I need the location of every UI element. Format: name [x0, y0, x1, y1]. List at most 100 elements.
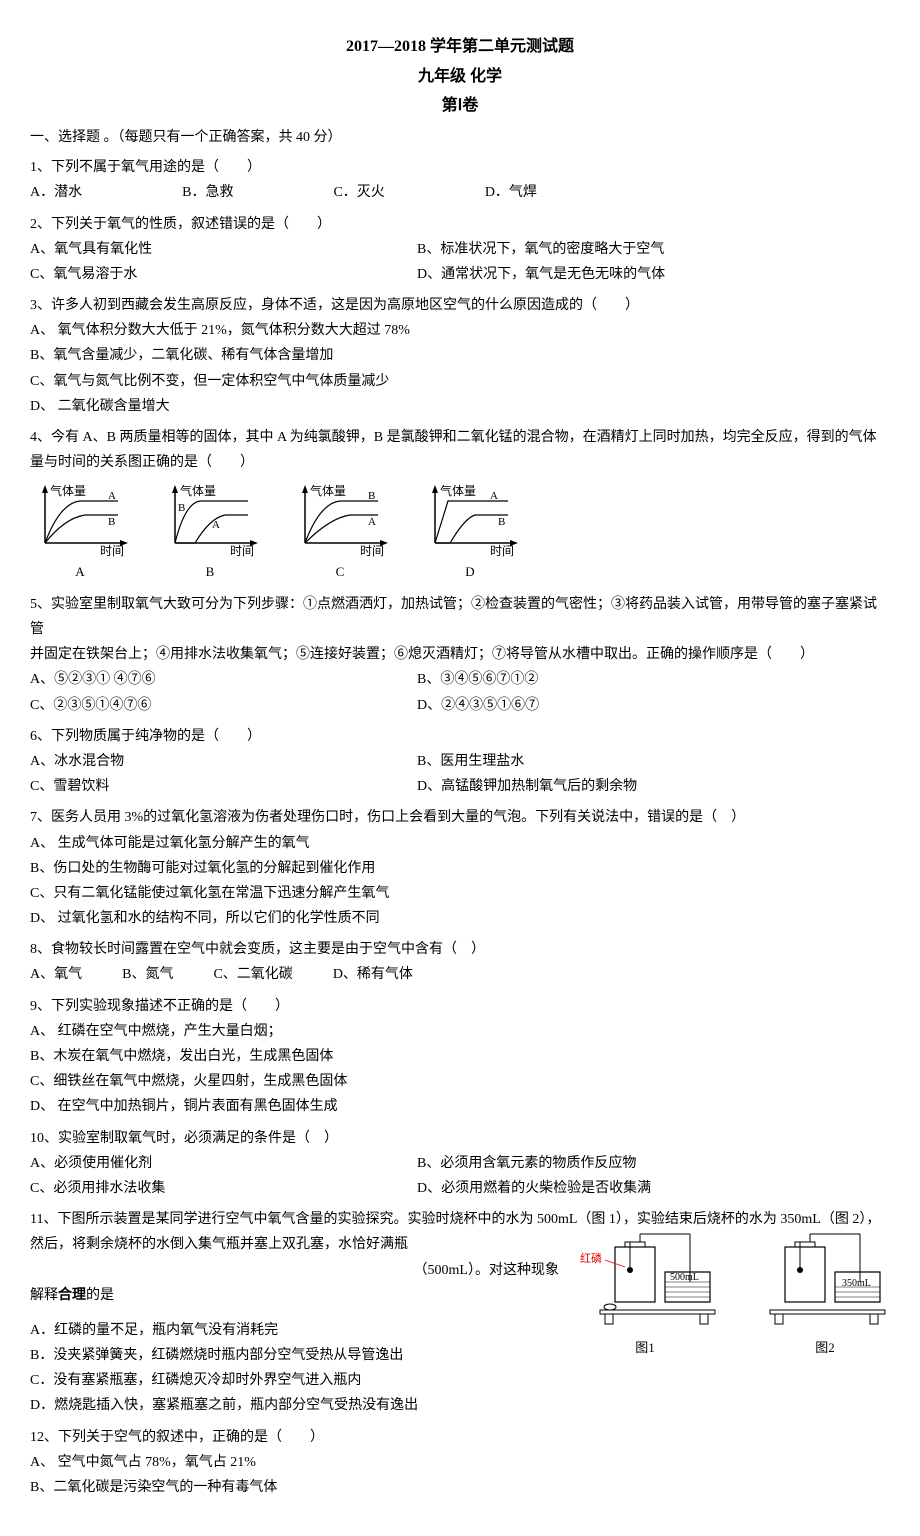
q12-b: B、二氧化碳是污染空气的一种有毒气体 [30, 1475, 890, 1500]
q9-d: D、 在空气中加热铜片，铜片表面有黑色固体生成 [30, 1094, 890, 1119]
q5-d: D、②④③⑤①⑥⑦ [417, 693, 804, 718]
q6-stem: 6、下列物质属于纯净物的是（ ） [30, 724, 890, 749]
svg-text:B: B [108, 516, 115, 528]
svg-text:350mL: 350mL [842, 1278, 871, 1289]
q3: 3、许多人初到西藏会发生高原反应，身体不适，这是因为高原地区空气的什么原因造成的… [30, 293, 890, 419]
q7-stem: 7、医务人员用 3%的过氧化氢溶液为伤者处理伤口时，伤口上会看到大量的气泡。下列… [30, 805, 890, 830]
q3-d: D、 二氧化碳含量增大 [30, 394, 890, 419]
svg-text:B: B [368, 490, 375, 502]
q5-stem1: 5、实验室里制取氧气大致可分为下列步骤：①点燃酒洒灯，加热试管；②检查装置的气密… [30, 592, 890, 642]
fig1-svg: 红磷 500mL [570, 1232, 720, 1332]
chart-d-svg: 气体量 A B 时间 [420, 483, 520, 558]
q3-a: A、 氧气体积分数大大低于 21%，氮气体积分数大大超过 78% [30, 318, 890, 343]
q9: 9、下列实验现象描述不正确的是（ ） A、 红磷在空气中燃烧，产生大量白烟； B… [30, 994, 890, 1120]
title-part: 第Ⅰ卷 [30, 93, 890, 119]
q5-a: A、⑤②③① ④⑦⑥ [30, 667, 417, 692]
q6-c: C、雪碧饮料 [30, 774, 417, 799]
q12: 12、下列关于空气的叙述中，正确的是（ ） A、 空气中氮气占 78%，氧气占 … [30, 1425, 890, 1501]
q1-d: D．气焊 [485, 180, 537, 205]
q1: 1、下列不属于氧气用途的是（ ） A．潜水 B．急救 C．灭火 D．气焊 [30, 155, 890, 205]
q1-c: C．灭火 [333, 180, 384, 205]
q2-d: D、通常状况下，氧气是无色无味的气体 [417, 262, 804, 287]
section-1-header: 一、选择题 。（每题只有一个正确答案，共 40 分） [30, 127, 890, 149]
q2-b: B、标准状况下，氧气的密度略大于空气 [417, 237, 804, 262]
q4-label-a: A [75, 560, 84, 583]
q7: 7、医务人员用 3%的过氧化氢溶液为伤者处理伤口时，伤口上会看到大量的气泡。下列… [30, 805, 890, 931]
svg-text:B: B [178, 502, 185, 514]
q4-label-b: B [206, 560, 215, 583]
q5-stem2: 并固定在铁架台上；④用排水法收集氧气；⑤连接好装置；⑥熄灭酒精灯；⑦将导管从水槽… [30, 642, 890, 667]
q11-fig2: 350mL 图2 [760, 1232, 890, 1359]
q4: 4、今有 A、B 两质量相等的固体，其中 A 为纯氯酸钾，B 是氯酸钾和二氧化锰… [30, 425, 890, 584]
q4-charts: 气体量 A B 时间 A 气体量 B A 时间 B [30, 483, 890, 583]
svg-text:时间: 时间 [360, 544, 384, 558]
q6: 6、下列物质属于纯净物的是（ ） A、冰水混合物 B、医用生理盐水 C、雪碧饮料… [30, 724, 890, 800]
q11-c: C．没有塞紧瓶塞，红磷熄灭冷却时外界空气进入瓶内 [30, 1368, 890, 1393]
q11-fig1: 红磷 500mL 图1 [570, 1232, 720, 1359]
q7-c: C、只有二氧化锰能使过氧化氢在常温下迅速分解产生氧气 [30, 881, 890, 906]
fig1-caption: 图1 [635, 1336, 655, 1359]
svg-text:时间: 时间 [490, 544, 514, 558]
q3-b: B、氧气含量减少，二氧化碳、稀有气体含量增加 [30, 343, 890, 368]
q10-stem: 10、实验室制取氧气时，必须满足的条件是（ ） [30, 1126, 890, 1151]
q4-chart-b: 气体量 B A 时间 B [160, 483, 260, 583]
q9-a: A、 红磷在空气中燃烧，产生大量白烟； [30, 1019, 890, 1044]
chart-c-svg: 气体量 B A 时间 [290, 483, 390, 558]
q5-b: B、③④⑤⑥⑦①② [417, 667, 804, 692]
q1-stem: 1、下列不属于氧气用途的是（ ） [30, 155, 890, 180]
q8: 8、食物较长时间露置在空气中就会变质，这主要是由于空气中含有（ ） A、氧气 B… [30, 937, 890, 987]
q2-c: C、氧气易溶于水 [30, 262, 417, 287]
svg-text:500mL: 500mL [670, 1272, 699, 1283]
q1-b: B．急救 [182, 180, 233, 205]
q4-stem2: 量与时间的关系图正确的是（ ） [30, 450, 890, 475]
q10-b: B、必须用含氧元素的物质作反应物 [417, 1151, 804, 1176]
q12-a: A、 空气中氮气占 78%，氧气占 21% [30, 1450, 890, 1475]
svg-text:A: A [108, 490, 116, 502]
q4-label-c: C [336, 560, 345, 583]
q4-chart-d: 气体量 A B 时间 D [420, 483, 520, 583]
q6-b: B、医用生理盐水 [417, 749, 804, 774]
q9-c: C、细铁丝在氧气中燃烧，火星四射，生成黑色固体 [30, 1069, 890, 1094]
q8-a: A、氧气 [30, 962, 82, 987]
q2-stem: 2、下列关于氧气的性质，叙述错误的是（ ） [30, 212, 890, 237]
svg-text:气体量: 气体量 [440, 483, 476, 498]
svg-text:A: A [490, 490, 498, 502]
q11-d: D．燃烧匙插入快，塞紧瓶塞之前，瓶内部分空气受热没有逸出 [30, 1393, 890, 1418]
title-grade: 九年级 化学 [30, 64, 890, 90]
q6-a: A、冰水混合物 [30, 749, 417, 774]
q11-stem1: 11、下图所示装置是某同学进行空气中氧气含量的实验探究。实验时烧杯中的水为 50… [30, 1207, 890, 1232]
q10-c: C、必须用排水法收集 [30, 1176, 417, 1201]
q4-chart-c: 气体量 B A 时间 C [290, 483, 390, 583]
svg-text:A: A [368, 516, 376, 528]
q3-c: C、氧气与氮气比例不变，但一定体积空气中气体质量减少 [30, 369, 890, 394]
svg-text:气体量: 气体量 [180, 483, 216, 498]
q2-a: A、氧气具有氧化性 [30, 237, 417, 262]
svg-text:时间: 时间 [230, 544, 254, 558]
q10: 10、实验室制取氧气时，必须满足的条件是（ ） A、必须使用催化剂 B、必须用含… [30, 1126, 890, 1202]
fig2-caption: 图2 [815, 1336, 835, 1359]
svg-text:时间: 时间 [100, 544, 124, 558]
q11-figures: 红磷 500mL 图1 [570, 1232, 890, 1359]
q8-d: D、稀有气体 [333, 962, 413, 987]
title-year: 2017—2018 学年第二单元测试题 [30, 34, 890, 60]
svg-text:B: B [498, 516, 505, 528]
svg-text:A: A [212, 519, 220, 531]
q7-d: D、 过氧化氢和水的结构不同，所以它们的化学性质不同 [30, 906, 890, 931]
q12-stem: 12、下列关于空气的叙述中，正确的是（ ） [30, 1425, 890, 1450]
q5: 5、实验室里制取氧气大致可分为下列步骤：①点燃酒洒灯，加热试管；②检查装置的气密… [30, 592, 890, 718]
q10-d: D、必须用燃着的火柴检验是否收集满 [417, 1176, 804, 1201]
q9-b: B、木炭在氧气中燃烧，发出白光，生成黑色固体 [30, 1044, 890, 1069]
q8-b: B、氮气 [122, 962, 173, 987]
q11: 11、下图所示装置是某同学进行空气中氧气含量的实验探究。实验时烧杯中的水为 50… [30, 1207, 890, 1419]
svg-text:红磷: 红磷 [580, 1252, 602, 1265]
svg-text:气体量: 气体量 [50, 483, 86, 498]
q7-b: B、伤口处的生物酶可能对过氧化氢的分解起到催化作用 [30, 856, 890, 881]
q4-label-d: D [465, 560, 474, 583]
q8-stem: 8、食物较长时间露置在空气中就会变质，这主要是由于空气中含有（ ） [30, 937, 890, 962]
chart-a-svg: 气体量 A B 时间 [30, 483, 130, 558]
q7-a: A、 生成气体可能是过氧化氢分解产生的氧气 [30, 831, 890, 856]
svg-text:气体量: 气体量 [310, 483, 346, 498]
q1-a: A．潜水 [30, 180, 82, 205]
q10-a: A、必须使用催化剂 [30, 1151, 417, 1176]
fig2-svg: 350mL [760, 1232, 890, 1332]
